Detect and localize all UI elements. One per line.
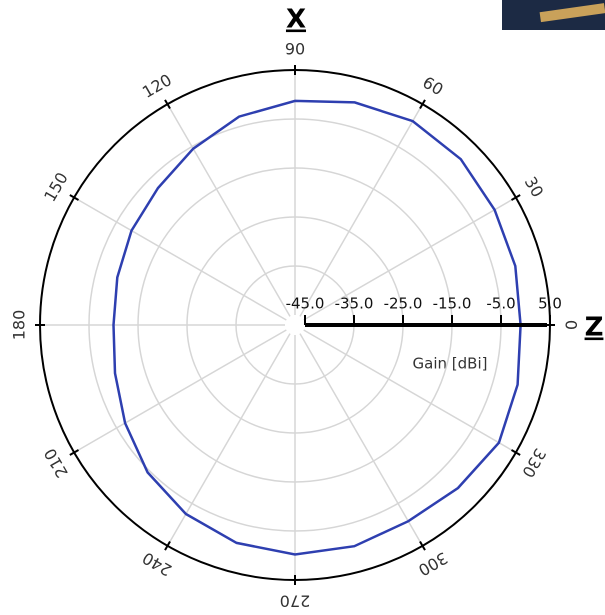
radial-tick-label: -5.0 (486, 295, 515, 313)
angle-tick-label: 180 (10, 310, 29, 341)
gain-curve (112, 99, 522, 556)
angle-tick-label: 150 (40, 169, 72, 205)
radial-tick-label: -45.0 (286, 295, 325, 313)
grid-spoke (166, 103, 291, 317)
grid-spoke (299, 333, 424, 547)
angle-tick-label: 0 (562, 320, 581, 330)
axis-label-x: X (286, 5, 306, 35)
angle-tick-label: 90 (285, 40, 305, 59)
grid-spoke (73, 196, 287, 321)
grid-spoke (303, 329, 517, 454)
angle-tick-label: 60 (419, 73, 446, 100)
radial-tick-label: -35.0 (335, 295, 374, 313)
grid-spoke (303, 196, 517, 321)
angle-tick-label: 330 (518, 445, 550, 481)
image-fragment (539, 3, 605, 23)
radial-tick-label: 5.0 (538, 295, 562, 313)
radial-axis-label: Gain [dBi] (413, 355, 488, 373)
angle-tick-label: 30 (521, 173, 548, 200)
angle-tick-label: 240 (139, 548, 175, 580)
grid-spoke (166, 333, 291, 547)
axis-label-z: Z (585, 313, 604, 343)
radial-tick-label: -15.0 (433, 295, 472, 313)
angle-tick-label: 300 (415, 548, 451, 580)
angle-tick-label: 120 (139, 70, 175, 102)
grid-spoke (299, 103, 424, 317)
radial-tick-label: -25.0 (384, 295, 423, 313)
grid-spoke (73, 329, 287, 454)
angle-tick-label: 270 (280, 592, 311, 611)
angle-tick-label: 210 (40, 445, 72, 481)
